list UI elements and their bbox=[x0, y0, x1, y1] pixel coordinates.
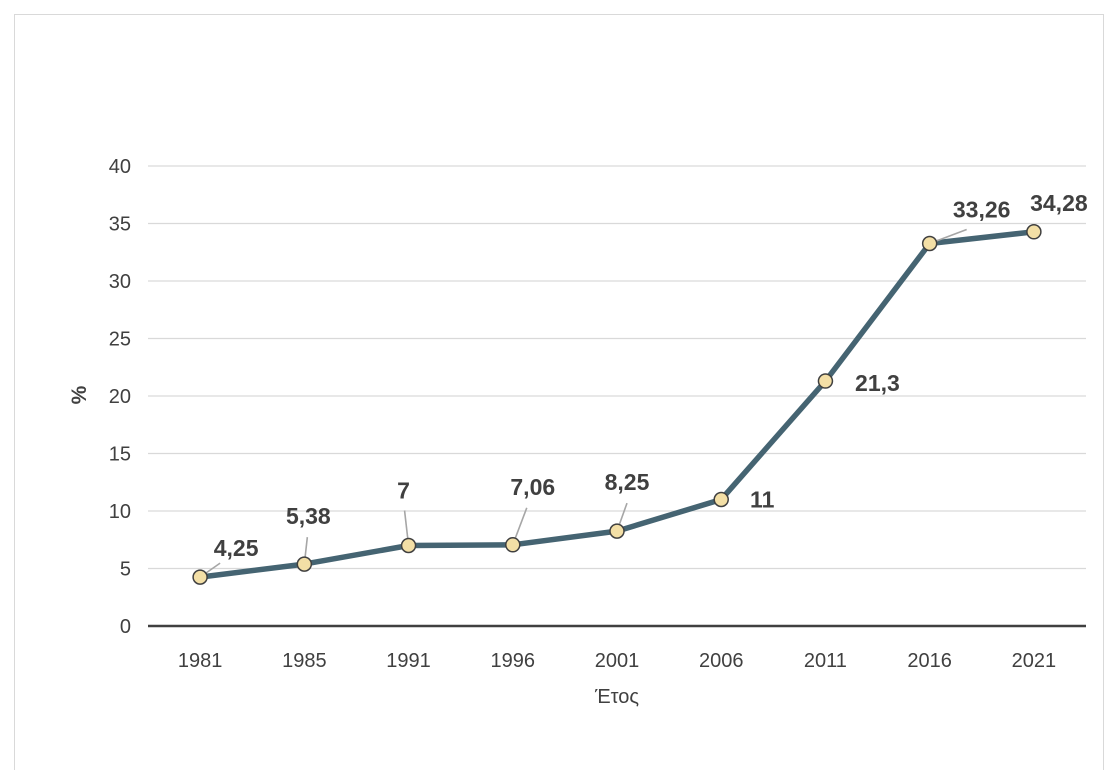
data-labels: 4,25 5,38 7 7,06 8,25 11 21,3 33,26 34,28 bbox=[214, 190, 1088, 561]
y-tick-label: 20 bbox=[109, 386, 131, 408]
data-label: 8,25 bbox=[605, 469, 650, 495]
axes: 0 5 10 15 20 25 30 35 40 1981 1985 1991 1996 2001 2006… bbox=[109, 156, 1086, 672]
y-tick-label: 25 bbox=[109, 329, 131, 351]
data-label: 33,26 bbox=[953, 197, 1011, 223]
data-point bbox=[1026, 224, 1042, 240]
x-axis-title: Έτος bbox=[594, 686, 639, 708]
x-tick-label: 2001 bbox=[595, 650, 640, 672]
data-point bbox=[400, 537, 417, 554]
x-tick-label: 2011 bbox=[804, 650, 847, 672]
y-axis-title: % bbox=[68, 385, 91, 404]
data-label: 34,28 bbox=[1030, 190, 1088, 216]
y-tick-label: 35 bbox=[109, 214, 131, 236]
y-tick-label: 15 bbox=[109, 444, 131, 466]
y-tick-label: 10 bbox=[109, 501, 131, 523]
y-tick-label: 0 bbox=[120, 616, 131, 638]
data-label: 11 bbox=[750, 487, 775, 513]
data-label: 7,06 bbox=[510, 474, 555, 500]
chart-frame bbox=[14, 14, 1104, 770]
x-tick-label: 1985 bbox=[282, 650, 327, 672]
y-tick-label: 5 bbox=[120, 559, 131, 581]
data-label: 5,38 bbox=[286, 503, 331, 529]
y-tick-label: 30 bbox=[109, 271, 131, 293]
x-tick-label: 2021 bbox=[1012, 650, 1057, 672]
series bbox=[192, 224, 1042, 585]
x-tick-label: 2016 bbox=[907, 650, 952, 672]
data-point bbox=[921, 235, 938, 252]
data-point bbox=[505, 537, 521, 553]
data-point bbox=[192, 569, 208, 585]
data-label: 7 bbox=[397, 478, 410, 504]
x-tick-label: 1981 bbox=[178, 650, 223, 672]
data-point bbox=[817, 373, 834, 389]
data-point bbox=[713, 491, 729, 508]
data-point bbox=[609, 523, 625, 539]
data-point bbox=[296, 556, 313, 572]
x-tick-label: 1996 bbox=[491, 650, 536, 672]
data-label: 4,25 bbox=[214, 535, 259, 561]
x-tick-label: 2006 bbox=[699, 650, 744, 672]
x-tick-label: 1991 bbox=[386, 650, 431, 672]
y-tick-label: 40 bbox=[109, 156, 131, 178]
data-label: 21,3 bbox=[855, 370, 900, 396]
